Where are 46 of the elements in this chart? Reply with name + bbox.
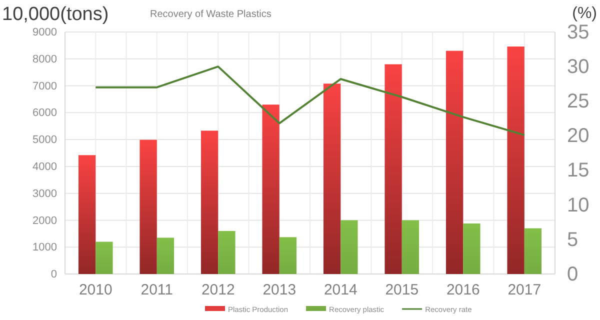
bar <box>200 130 218 274</box>
line-series <box>94 66 526 136</box>
bar <box>446 50 464 274</box>
y2-tick-label: 15 <box>567 160 590 182</box>
bar <box>402 220 420 274</box>
bar <box>507 46 524 274</box>
y-tick-label: 5000 <box>32 134 57 146</box>
bar <box>340 220 358 274</box>
y-axis-title: 10,000(tons) <box>2 4 109 25</box>
y2-tick-label: 5 <box>567 228 578 251</box>
y-tick-label: 3000 <box>32 188 57 200</box>
bar <box>96 242 113 274</box>
x-tick-label: 2016 <box>446 282 480 299</box>
bar <box>78 155 96 274</box>
bar <box>463 223 480 274</box>
y-tick-label: 2000 <box>32 214 57 227</box>
chart-title: Recovery of Waste Plastics <box>150 9 272 20</box>
bar <box>384 64 402 274</box>
bar <box>140 140 157 274</box>
y2-tick-label: 20 <box>567 125 590 148</box>
y-tick-label: 4000 <box>32 160 57 173</box>
bar <box>279 237 297 274</box>
bar <box>524 228 542 274</box>
x-tick-label: 2015 <box>385 282 419 299</box>
bar <box>323 84 341 274</box>
x-tick-label: 2017 <box>508 282 542 299</box>
y-tick-label: 6000 <box>32 107 57 120</box>
y-tick-label: 9000 <box>32 26 57 39</box>
y-tick-label: 7000 <box>32 80 57 92</box>
y-tick-label: 0 <box>50 268 57 281</box>
bar <box>156 238 174 274</box>
y2-tick-label: 35 <box>567 21 590 44</box>
x-tick-label: 2011 <box>140 282 174 299</box>
y-tick-label: 8000 <box>32 53 57 66</box>
bar <box>262 104 280 274</box>
x-tick-label: 2014 <box>324 282 358 299</box>
bar <box>218 230 236 274</box>
x-tick-label: 2012 <box>201 282 235 299</box>
x-tick-label: 2010 <box>78 282 112 299</box>
y-tick-label: 1000 <box>32 242 57 254</box>
y2-tick-label: 30 <box>567 56 590 78</box>
y2-axis-title: (%) <box>572 5 597 22</box>
x-tick-label: 2013 <box>262 282 296 299</box>
y2-tick-label: 0 <box>567 263 578 286</box>
y2-tick-label: 10 <box>567 194 590 216</box>
y2-tick-label: 25 <box>567 90 590 113</box>
